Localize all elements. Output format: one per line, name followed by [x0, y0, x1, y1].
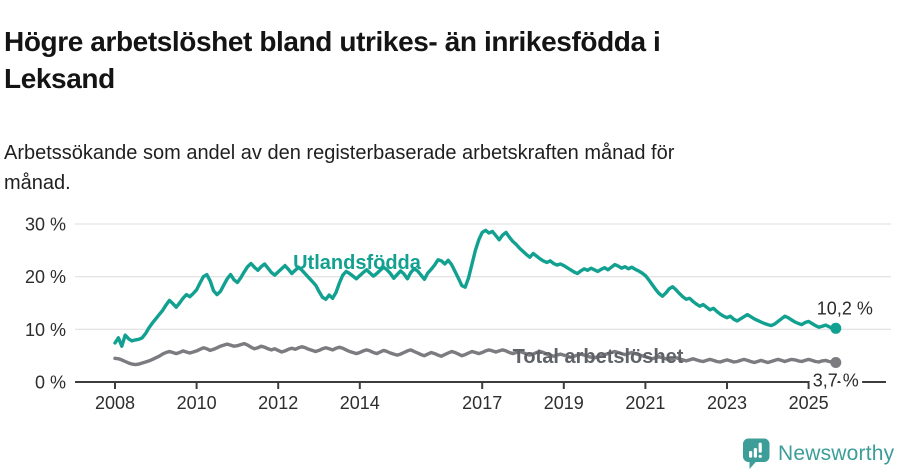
newsworthy-logo: Newsworthy	[742, 438, 894, 470]
x-tick-label: 2017	[462, 393, 502, 413]
series-line-total-arbetsloshet	[113, 341, 838, 367]
unemployment-line-chart: Utlandsfödda Total arbetslöshet 2008 2010 20…	[25, 215, 891, 413]
end-dot-utlandsfodda	[830, 322, 842, 334]
series-line-utlandsfodda	[113, 228, 838, 348]
y-tick-label: 20 %	[25, 267, 66, 287]
newsworthy-brand-name: Newsworthy	[778, 442, 895, 465]
page-title-line2: Leksand	[4, 62, 115, 94]
page-subtitle-line2: månad.	[4, 172, 71, 194]
x-tick-label: 2008	[95, 393, 135, 413]
page-title: Högre arbetslöshet bland utrikes- än inr…	[4, 23, 874, 97]
y-tick-label: 10 %	[25, 320, 66, 340]
page-subtitle: Arbetssökande som andel av den registerb…	[4, 138, 844, 198]
end-value-label-total-arbetsloshet: 3,7 %	[813, 371, 859, 391]
end-dot-total-arbetsloshet	[830, 357, 842, 368]
x-tick-label: 2010	[177, 393, 217, 413]
page-subtitle-line1: Arbetssökande som andel av den registerb…	[4, 142, 675, 164]
x-tick-label: 2025	[789, 393, 829, 413]
newsworthy-icon	[743, 438, 770, 469]
page-title-line1: Högre arbetslöshet bland utrikes- än inr…	[4, 25, 661, 57]
series-label-utlandsfodda: Utlandsfödda	[293, 252, 422, 274]
x-tick-label: 2023	[707, 393, 747, 413]
end-value-label-utlandsfodda: 10,2 %	[817, 298, 873, 318]
x-tick-label: 2012	[258, 393, 298, 413]
y-tick-label: 30 %	[25, 215, 66, 235]
x-tick-label: 2019	[544, 393, 584, 413]
series-label-total-arbetsloshet: Total arbetslöshet	[513, 346, 684, 368]
y-tick-label: 0 %	[35, 373, 66, 393]
x-tick-label: 2014	[340, 393, 380, 413]
x-tick-label: 2021	[625, 393, 665, 413]
